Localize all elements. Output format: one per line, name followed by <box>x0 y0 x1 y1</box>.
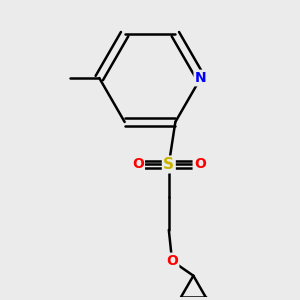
Text: O: O <box>194 158 206 172</box>
Text: S: S <box>163 157 174 172</box>
Text: O: O <box>166 254 178 268</box>
Text: N: N <box>195 71 206 85</box>
Text: O: O <box>132 158 144 172</box>
